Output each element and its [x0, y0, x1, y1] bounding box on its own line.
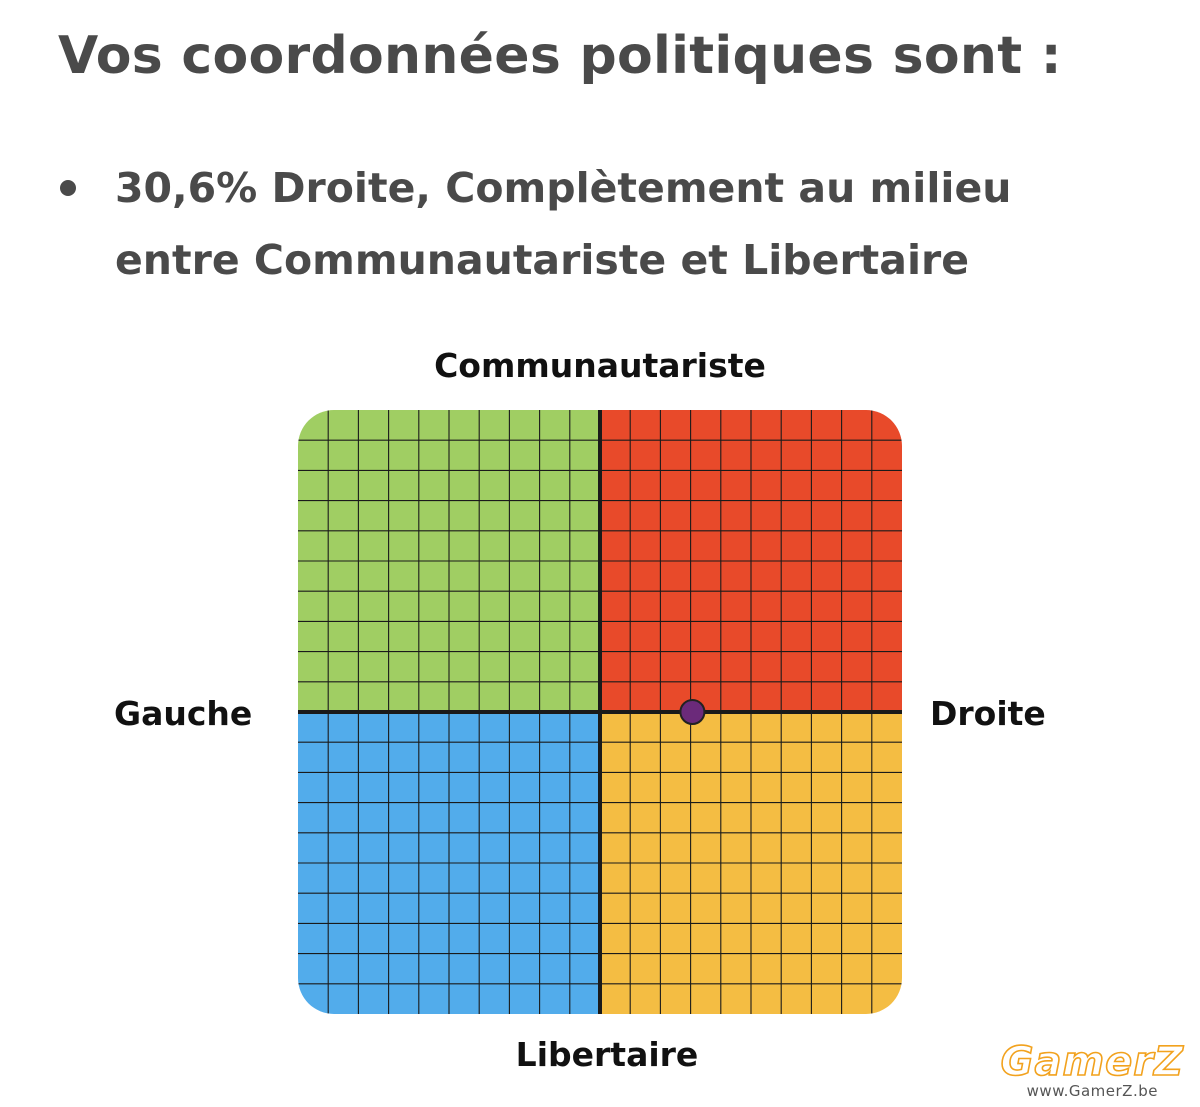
- axis-label-communautariste: Communautariste: [434, 346, 766, 385]
- political-compass: [298, 410, 902, 1014]
- watermark-logo: GamerZ: [1000, 1039, 1184, 1085]
- result-list: 30,6% Droite, Complètement au milieu ent…: [58, 152, 1138, 296]
- compass-grid-group: [298, 410, 902, 1014]
- page-title: Vos coordonnées politiques sont :: [58, 26, 1062, 86]
- position-marker: [679, 699, 706, 725]
- result-item: 30,6% Droite, Complètement au milieu ent…: [58, 152, 1138, 296]
- axis-label-libertaire: Libertaire: [515, 1035, 699, 1074]
- result-text: 30,6% Droite, Complètement au milieu ent…: [115, 164, 1012, 284]
- watermark-url: www.GamerZ.be: [1026, 1082, 1158, 1100]
- axis-label-droite: Droite: [930, 694, 1046, 733]
- bullet-icon: [60, 180, 76, 196]
- axis-label-gauche: Gauche: [114, 694, 253, 733]
- watermark: GamerZ www.GamerZ.be: [1000, 1039, 1184, 1100]
